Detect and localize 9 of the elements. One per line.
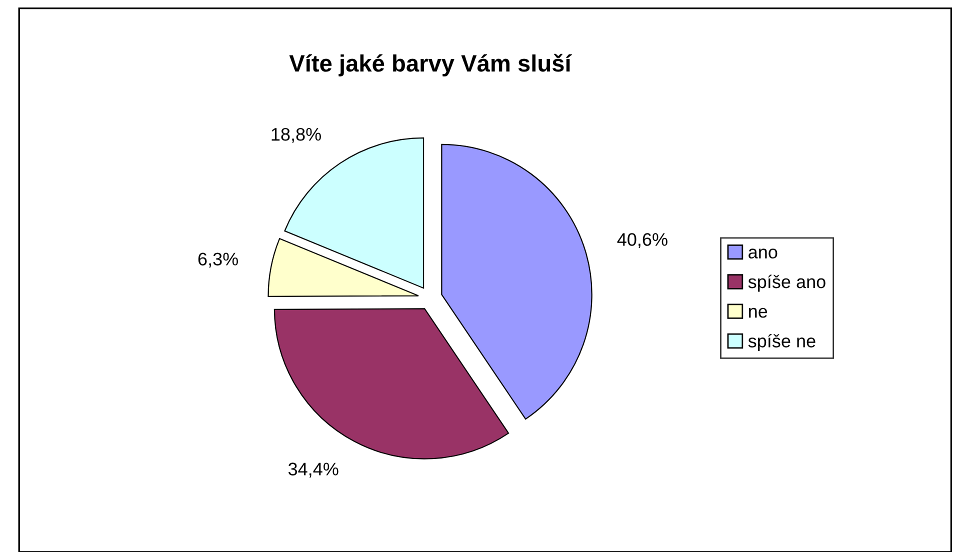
data-label: 40,6% <box>617 233 668 248</box>
data-label: 6,3% <box>198 252 238 268</box>
data-label: 34,4% <box>288 462 338 478</box>
data-label: 18,8% <box>272 128 321 143</box>
legend-label: spíše ano <box>748 274 826 292</box>
legend-label: spíše ne <box>748 334 816 352</box>
legend-label: ano <box>748 248 778 259</box>
chart-title: Víte jaké barvy Vám sluší <box>289 54 572 76</box>
legend-label: ne <box>749 308 768 318</box>
